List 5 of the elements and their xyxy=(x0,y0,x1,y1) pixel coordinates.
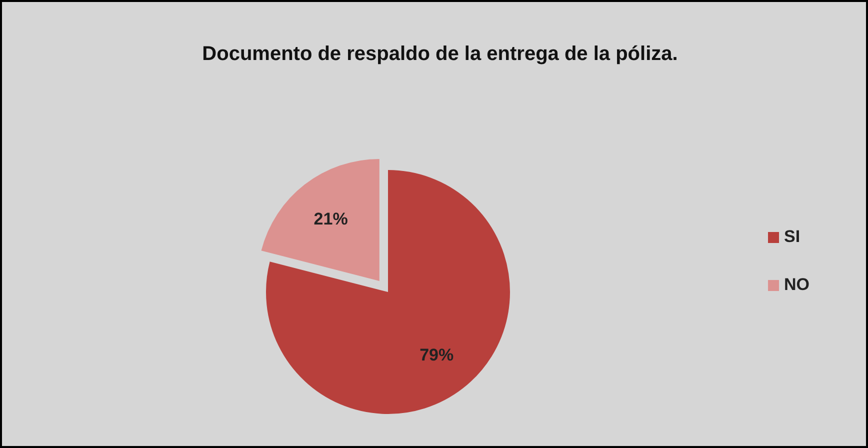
legend-label: NO xyxy=(784,275,810,294)
chart-title: Documento de respaldo de la entrega de la póliza. xyxy=(202,43,678,65)
legend-label: SI xyxy=(784,227,800,246)
data-label: 21% xyxy=(314,209,348,228)
data-label: 79% xyxy=(420,346,454,365)
